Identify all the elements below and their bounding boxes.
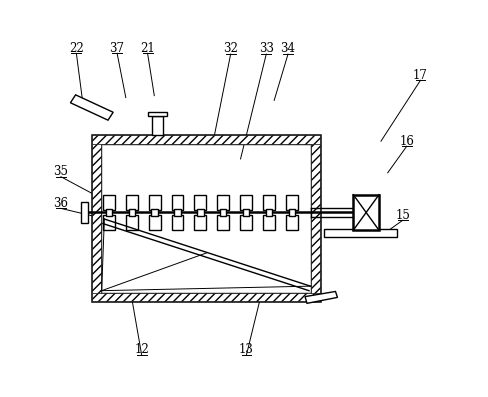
Bar	[171, 215, 183, 230]
Text: 16: 16	[398, 135, 413, 148]
Bar	[102, 195, 115, 210]
Bar	[92, 293, 319, 301]
Bar	[92, 144, 101, 293]
Bar	[101, 144, 310, 293]
Text: 32: 32	[223, 42, 238, 56]
Text: 35: 35	[53, 165, 68, 178]
Text: 17: 17	[412, 69, 427, 81]
Bar	[194, 215, 206, 230]
Bar	[285, 195, 297, 210]
Bar	[310, 144, 319, 293]
Bar	[194, 195, 206, 210]
Bar	[323, 229, 396, 237]
Bar	[151, 116, 163, 135]
Bar	[148, 215, 160, 230]
Text: 13: 13	[239, 343, 253, 356]
Text: 15: 15	[394, 208, 409, 222]
Text: 36: 36	[53, 197, 68, 210]
Polygon shape	[70, 95, 113, 120]
Bar	[171, 195, 183, 210]
Bar	[125, 215, 137, 230]
Bar	[148, 195, 160, 210]
Bar	[217, 215, 229, 230]
Bar	[265, 209, 272, 216]
Bar	[125, 195, 137, 210]
Bar	[151, 209, 158, 216]
Text: 21: 21	[140, 42, 155, 55]
Bar	[128, 209, 135, 216]
Bar	[147, 112, 166, 116]
Bar	[240, 195, 252, 210]
Bar	[102, 215, 115, 230]
Bar	[352, 195, 378, 230]
Bar	[243, 209, 249, 216]
Bar	[217, 195, 229, 210]
Bar	[92, 135, 319, 144]
Bar	[105, 209, 112, 216]
Polygon shape	[305, 291, 337, 303]
Bar	[288, 209, 295, 216]
Bar	[220, 209, 226, 216]
Bar	[174, 209, 180, 216]
Bar	[81, 202, 88, 223]
Bar	[92, 135, 319, 301]
Bar	[263, 195, 274, 210]
Text: 22: 22	[69, 42, 83, 55]
Bar	[197, 209, 203, 216]
Text: 34: 34	[280, 42, 295, 56]
Text: 12: 12	[134, 343, 149, 356]
Text: 33: 33	[258, 42, 273, 56]
Bar	[263, 215, 274, 230]
Bar	[240, 215, 252, 230]
Text: 37: 37	[109, 42, 124, 55]
Bar	[285, 215, 297, 230]
